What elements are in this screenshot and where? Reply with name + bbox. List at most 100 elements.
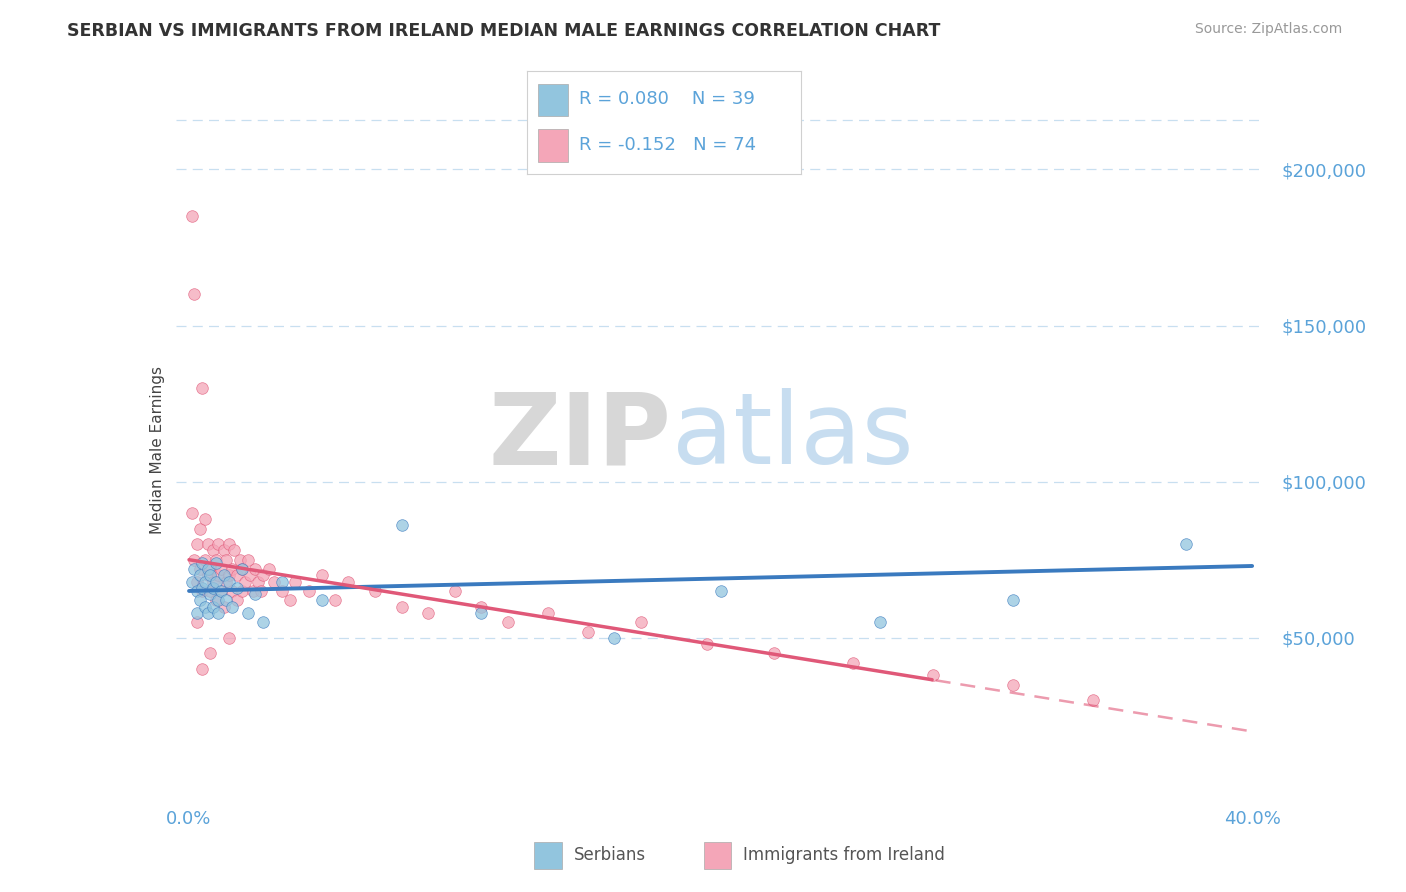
Text: ZIP: ZIP — [489, 388, 672, 485]
Point — [236, 552, 259, 567]
Bar — [538, 84, 568, 117]
Point — [242, 583, 264, 598]
Point — [603, 631, 626, 645]
Point — [186, 615, 208, 630]
Point — [209, 583, 232, 598]
Point — [225, 593, 247, 607]
Point — [188, 521, 211, 535]
Point — [186, 583, 208, 598]
Point — [218, 537, 240, 551]
Point — [252, 568, 274, 582]
Text: Serbians: Serbians — [574, 847, 645, 864]
Point — [1001, 678, 1024, 692]
Point — [188, 568, 211, 582]
Point — [245, 587, 267, 601]
Bar — [538, 128, 568, 161]
Point — [197, 568, 219, 582]
Point — [200, 568, 222, 582]
Point — [197, 562, 219, 576]
Point — [236, 606, 259, 620]
Point — [221, 599, 243, 614]
Point — [207, 568, 229, 582]
Point — [922, 668, 945, 682]
Point — [576, 624, 599, 639]
Point — [218, 568, 240, 582]
Point — [225, 581, 247, 595]
Point — [194, 574, 217, 589]
Text: Source: ZipAtlas.com: Source: ZipAtlas.com — [1195, 22, 1343, 37]
Point — [1081, 693, 1104, 707]
Point — [271, 583, 294, 598]
Point — [201, 581, 224, 595]
Point — [204, 552, 226, 567]
Point — [183, 552, 205, 567]
Point — [215, 552, 238, 567]
Point — [201, 599, 224, 614]
Point — [233, 574, 256, 589]
Point — [209, 562, 232, 576]
Point — [278, 593, 301, 607]
Point — [201, 574, 224, 589]
Point — [186, 574, 208, 589]
Point — [418, 606, 440, 620]
Point — [209, 583, 232, 598]
Point — [231, 562, 253, 576]
Point — [298, 583, 321, 598]
Point — [245, 562, 267, 576]
Point — [191, 583, 214, 598]
Point — [1174, 537, 1197, 551]
Point — [252, 615, 274, 630]
Point — [496, 615, 519, 630]
Text: atlas: atlas — [672, 388, 912, 485]
Point — [191, 662, 214, 676]
Y-axis label: Median Male Earnings: Median Male Earnings — [149, 367, 165, 534]
Point — [228, 552, 250, 567]
Point — [842, 656, 865, 670]
Point — [204, 574, 226, 589]
Point — [630, 615, 652, 630]
Point — [323, 593, 346, 607]
Point — [183, 562, 205, 576]
Point — [224, 543, 246, 558]
Point — [710, 583, 733, 598]
Point — [762, 646, 785, 660]
Point — [212, 543, 235, 558]
Point — [249, 583, 271, 598]
Point — [212, 568, 235, 582]
Point — [311, 568, 333, 582]
Point — [207, 593, 229, 607]
Point — [225, 568, 247, 582]
Point — [470, 599, 492, 614]
Point — [194, 599, 217, 614]
Point — [191, 556, 214, 570]
Point — [188, 593, 211, 607]
Point — [284, 574, 307, 589]
Point — [257, 562, 280, 576]
Point — [201, 543, 224, 558]
Point — [470, 606, 492, 620]
Point — [537, 606, 560, 620]
Point — [869, 615, 891, 630]
Point — [194, 512, 217, 526]
Point — [191, 581, 214, 595]
Bar — [703, 842, 731, 869]
Point — [200, 583, 222, 598]
Text: R = -0.152   N = 74: R = -0.152 N = 74 — [579, 136, 756, 154]
Point — [207, 537, 229, 551]
Point — [391, 599, 413, 614]
Point — [183, 287, 205, 301]
Text: SERBIAN VS IMMIGRANTS FROM IRELAND MEDIAN MALE EARNINGS CORRELATION CHART: SERBIAN VS IMMIGRANTS FROM IRELAND MEDIA… — [67, 22, 941, 40]
Point — [180, 506, 202, 520]
Point — [194, 552, 217, 567]
Point — [263, 574, 285, 589]
Point — [239, 568, 262, 582]
Point — [215, 574, 238, 589]
Point — [197, 606, 219, 620]
Point — [231, 562, 253, 576]
Point — [191, 381, 214, 395]
Point — [221, 562, 243, 576]
Point — [443, 583, 465, 598]
Point — [186, 606, 208, 620]
Point — [364, 583, 387, 598]
Point — [180, 574, 202, 589]
